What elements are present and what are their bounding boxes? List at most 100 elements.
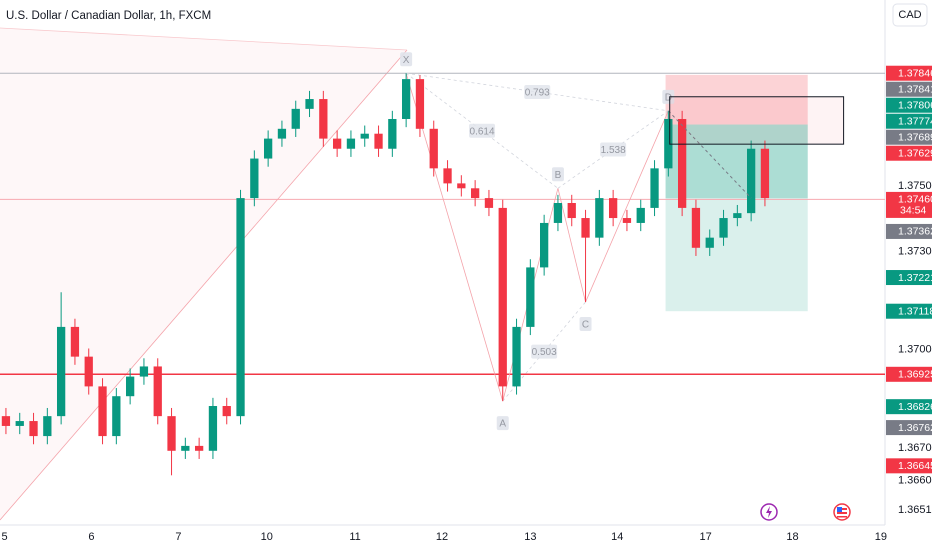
candle-body <box>208 406 218 451</box>
price-tag-label: 1.36645 <box>898 460 932 472</box>
price-tag-label: 1.37629 <box>898 148 932 160</box>
x-tick-label: 7 <box>175 531 181 543</box>
candle-body <box>360 133 369 139</box>
price-tag-countdown: 34:54 <box>900 205 926 217</box>
price-tag <box>886 303 932 319</box>
stop-zone <box>665 74 808 125</box>
candle-body <box>125 376 135 397</box>
x-tick-label: 18 <box>786 531 798 543</box>
lightning-icon[interactable] <box>760 503 778 521</box>
candle-body <box>222 406 231 417</box>
candle-body <box>401 79 411 119</box>
progress-zone <box>665 124 808 199</box>
y-tick-label: 1.36700 <box>898 442 932 454</box>
currency-label[interactable]: CAD <box>898 9 921 21</box>
candle-body <box>194 445 204 451</box>
price-tag-label: 1.37846 <box>898 68 932 80</box>
candle-body <box>498 207 507 387</box>
price-tag-label: 1.37806 <box>898 100 932 112</box>
point-label-bg <box>579 317 592 332</box>
y-tick-label: 1.37500 <box>898 180 932 192</box>
x-tick-label: 17 <box>699 531 711 543</box>
point-label: D <box>665 92 672 103</box>
candle-body <box>98 386 107 437</box>
x-tick-label: 19 <box>875 531 887 543</box>
candle-body <box>263 138 273 159</box>
candle-body <box>415 79 425 129</box>
price-tag-label: 1.37118 <box>898 305 932 317</box>
candle-body <box>677 118 687 208</box>
candle-body <box>567 203 576 219</box>
ratio-label: 0.793 <box>525 88 550 99</box>
candle-body <box>70 326 80 357</box>
price-tag-label: 1.36826 <box>898 401 932 413</box>
x-tick-label: 5 <box>1 531 7 543</box>
y-tick-label: 1.36510 <box>898 504 932 516</box>
price-tag <box>886 97 932 113</box>
point-label: C <box>582 320 589 331</box>
candle-body <box>112 396 121 437</box>
price-tag <box>886 129 932 145</box>
price-tag <box>886 113 932 129</box>
point-label-bg <box>551 167 564 182</box>
candle-body <box>526 267 535 327</box>
price-tag <box>886 223 932 239</box>
projection-line <box>667 110 752 199</box>
candle-body <box>691 207 701 248</box>
point-label: A <box>499 419 506 430</box>
candle-body <box>388 118 397 149</box>
currency-button[interactable] <box>892 3 928 27</box>
candle-body <box>512 326 521 387</box>
x-tick-label: 14 <box>611 531 623 543</box>
price-tag <box>886 270 932 286</box>
price-tag <box>886 65 932 81</box>
price-tag <box>886 399 932 415</box>
pattern-leg <box>0 49 408 521</box>
candle-body <box>705 237 714 248</box>
price-tag <box>886 458 932 474</box>
candle-body <box>595 198 604 238</box>
pattern-leg <box>557 188 586 303</box>
ratio-label-bg <box>600 142 627 157</box>
candle-body <box>746 148 756 214</box>
candle-body <box>291 108 300 129</box>
x-tick-label: 11 <box>349 531 360 543</box>
ratio-label-bg <box>524 85 551 100</box>
outline-box <box>669 96 845 145</box>
x-tick-label: 10 <box>261 531 273 543</box>
plot-area: 0.614 0.793 1.538 0.503 X A B C D <box>0 52 885 476</box>
ratio-label: 0.503 <box>532 347 557 358</box>
x-tick-label: 6 <box>88 531 94 543</box>
candle-body <box>650 168 659 208</box>
candle-body <box>457 183 466 189</box>
candle-body <box>332 138 342 149</box>
ratio-label-bg <box>469 123 496 138</box>
price-tag-label: 1.37774 <box>898 116 932 128</box>
candle-body <box>319 99 328 139</box>
candle-body <box>277 128 287 139</box>
price-tag <box>886 81 932 97</box>
candle-body <box>43 416 52 437</box>
price-tag-label: 1.37689 <box>898 132 932 144</box>
candle-body <box>622 218 632 223</box>
chart-title: U.S. Dollar / Canadian Dollar, 1h, FXCM <box>6 10 211 22</box>
candle-body <box>636 207 645 223</box>
pattern-leg <box>585 110 669 303</box>
candle-body <box>29 421 38 437</box>
candle-body <box>153 366 162 417</box>
candle-body <box>1 416 11 426</box>
candle-body <box>608 198 618 219</box>
point-label-bg <box>662 89 675 104</box>
ratio-line <box>405 72 559 189</box>
candle-body <box>181 445 190 451</box>
pattern-leg <box>0 27 408 51</box>
candle-body <box>15 421 24 426</box>
candle-body <box>484 198 494 208</box>
flag-icon[interactable] <box>833 503 851 521</box>
candle-body <box>250 158 259 199</box>
candle-body <box>760 148 770 199</box>
point-label: B <box>555 170 562 181</box>
